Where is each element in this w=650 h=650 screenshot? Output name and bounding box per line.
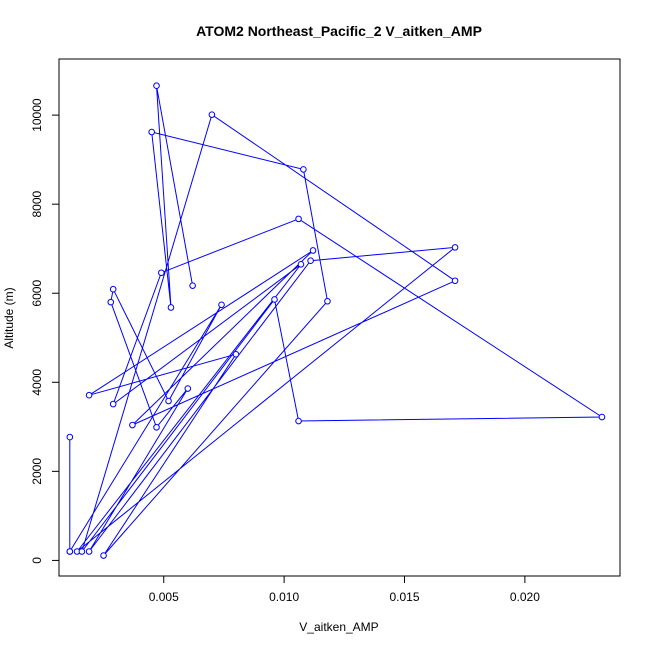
series-line	[69, 85, 604, 556]
y-tick-label: 4000	[30, 369, 44, 396]
x-axis-label: V_aitken_AMP	[299, 620, 378, 634]
x-tick-label: 0.005	[149, 590, 179, 604]
data-point	[184, 385, 192, 392]
data-point	[66, 548, 74, 555]
data-point	[598, 413, 606, 421]
data-point	[309, 247, 317, 254]
data-point	[100, 552, 107, 559]
x-axis: 0.005 0.010 0.015 0.020	[149, 575, 540, 604]
data-point	[295, 417, 302, 425]
data-point	[295, 215, 302, 223]
data-point	[451, 277, 459, 285]
data-point	[85, 548, 93, 555]
data-point	[107, 298, 115, 306]
data-point	[271, 296, 278, 303]
data-point	[307, 257, 314, 265]
x-tick-label: 0.020	[510, 590, 540, 604]
data-point	[85, 391, 93, 399]
data-point	[109, 400, 117, 408]
data-point	[167, 304, 175, 311]
y-tick-label: 6000	[30, 280, 44, 307]
data-point	[300, 166, 307, 173]
data-point	[232, 350, 240, 358]
data-point	[148, 128, 155, 136]
y-axis: 0 2000 4000 6000 8000 10000	[30, 98, 60, 564]
chart-title: ATOM2 Northeast_Pacific_2 V_aitken_AMP	[196, 23, 482, 39]
data-series	[69, 85, 604, 556]
data-point	[158, 269, 165, 277]
data-point	[109, 285, 117, 293]
data-point	[297, 260, 305, 268]
data-point	[153, 423, 160, 431]
data-point	[324, 297, 331, 305]
data-point	[129, 421, 136, 429]
data-point	[218, 301, 225, 309]
x-tick-label: 0.015	[389, 590, 419, 604]
data-point	[165, 397, 172, 405]
y-tick-label: 10000	[30, 98, 44, 132]
data-point	[208, 111, 216, 118]
data-point	[189, 282, 196, 289]
y-tick-label: 0	[30, 557, 44, 564]
x-tick-label: 0.010	[269, 590, 299, 604]
data-point	[66, 433, 74, 441]
y-tick-label: 8000	[30, 190, 44, 217]
data-point	[153, 82, 160, 90]
data-point	[451, 244, 459, 251]
y-tick-label: 2000	[30, 458, 44, 485]
data-point	[78, 548, 86, 555]
y-axis-label: Altitude (m)	[2, 287, 16, 348]
data-points	[66, 82, 606, 559]
